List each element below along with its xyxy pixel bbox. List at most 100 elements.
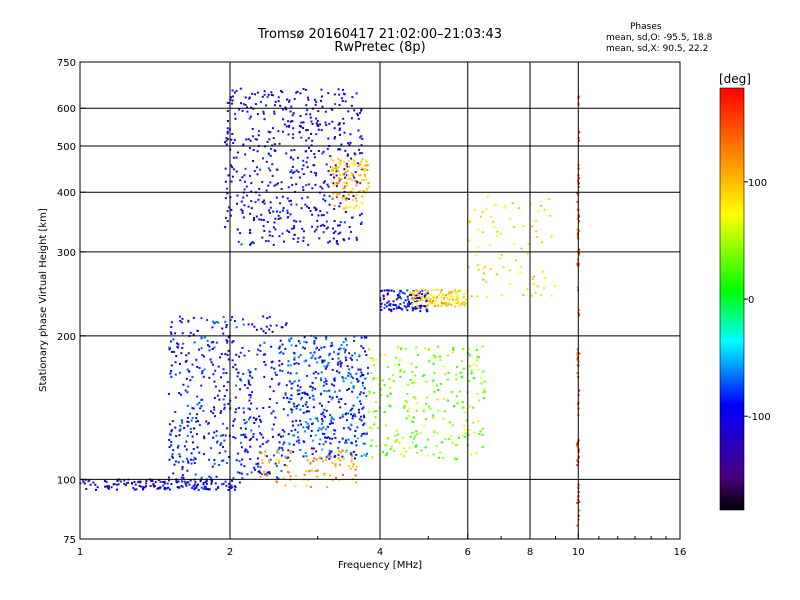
data-point <box>213 346 216 349</box>
data-point <box>287 186 290 189</box>
data-point <box>268 398 271 401</box>
data-point <box>423 298 426 301</box>
data-point <box>212 412 215 415</box>
data-point <box>352 385 355 388</box>
data-point <box>232 340 235 343</box>
data-point <box>455 298 458 301</box>
data-point <box>363 170 366 173</box>
data-point <box>355 372 358 375</box>
data-point <box>425 402 428 405</box>
data-point <box>341 473 344 476</box>
data-point <box>225 324 228 327</box>
data-point <box>463 304 466 307</box>
data-point <box>327 92 330 95</box>
data-point <box>437 388 440 391</box>
data-point <box>423 424 426 427</box>
data-point <box>358 418 361 421</box>
data-point <box>419 307 422 310</box>
data-point <box>415 444 418 447</box>
data-point <box>531 278 534 281</box>
data-point <box>394 303 397 306</box>
data-point <box>371 457 374 460</box>
data-point <box>223 439 226 442</box>
data-point <box>413 293 416 296</box>
data-point <box>315 458 318 461</box>
data-point <box>353 335 356 338</box>
data-point <box>348 368 351 371</box>
data-point <box>264 363 267 366</box>
data-point <box>252 219 255 222</box>
data-point <box>334 164 337 167</box>
data-point <box>354 474 357 477</box>
data-point <box>344 451 347 454</box>
data-point <box>210 410 213 413</box>
data-point <box>186 424 189 427</box>
data-point <box>535 235 538 238</box>
data-point <box>262 353 265 356</box>
data-point <box>283 430 286 433</box>
data-point <box>437 409 440 412</box>
data-point <box>187 421 190 424</box>
data-point <box>266 221 269 224</box>
data-point <box>162 484 165 487</box>
data-point <box>282 108 285 111</box>
data-point <box>290 156 293 159</box>
data-point <box>578 220 581 223</box>
data-point <box>435 384 438 387</box>
data-point <box>302 404 305 407</box>
data-point <box>320 129 323 132</box>
data-point <box>273 143 276 146</box>
data-point <box>355 481 358 484</box>
data-point <box>242 196 245 199</box>
data-point <box>94 483 97 486</box>
data-point <box>244 167 247 170</box>
data-point <box>350 104 353 107</box>
data-point <box>249 115 252 118</box>
data-point <box>319 355 322 358</box>
data-point <box>337 123 340 126</box>
data-point <box>295 183 298 186</box>
data-point <box>259 168 262 171</box>
data-point <box>243 174 246 177</box>
data-point <box>550 235 553 238</box>
data-point <box>483 388 486 391</box>
data-point <box>335 476 338 479</box>
data-point <box>307 479 310 482</box>
data-point <box>342 207 345 210</box>
data-point <box>287 360 290 363</box>
data-point <box>453 305 456 308</box>
data-point <box>331 168 334 171</box>
data-point <box>249 174 252 177</box>
data-point <box>355 200 358 203</box>
data-point <box>432 379 435 382</box>
data-point <box>349 467 352 470</box>
data-point <box>244 96 247 99</box>
data-point <box>392 300 395 303</box>
data-point <box>576 351 579 354</box>
data-point <box>338 178 341 181</box>
data-point <box>428 360 431 363</box>
data-point <box>340 343 343 346</box>
data-point <box>342 238 345 241</box>
data-point <box>280 469 283 472</box>
data-point <box>313 351 316 354</box>
data-point <box>351 162 354 165</box>
data-point <box>288 124 291 127</box>
data-point <box>326 147 329 150</box>
data-point <box>357 368 360 371</box>
data-point <box>180 321 183 324</box>
data-point <box>262 406 265 409</box>
data-point <box>333 204 336 207</box>
data-point <box>335 174 338 177</box>
data-point <box>468 405 471 408</box>
data-point <box>270 366 273 369</box>
data-point <box>307 183 310 186</box>
data-point <box>351 454 354 457</box>
data-point <box>201 398 204 401</box>
data-point <box>385 445 388 448</box>
data-point <box>433 304 436 307</box>
data-point <box>344 356 347 359</box>
data-point <box>259 418 262 421</box>
data-point <box>334 167 337 170</box>
data-point <box>455 290 458 293</box>
